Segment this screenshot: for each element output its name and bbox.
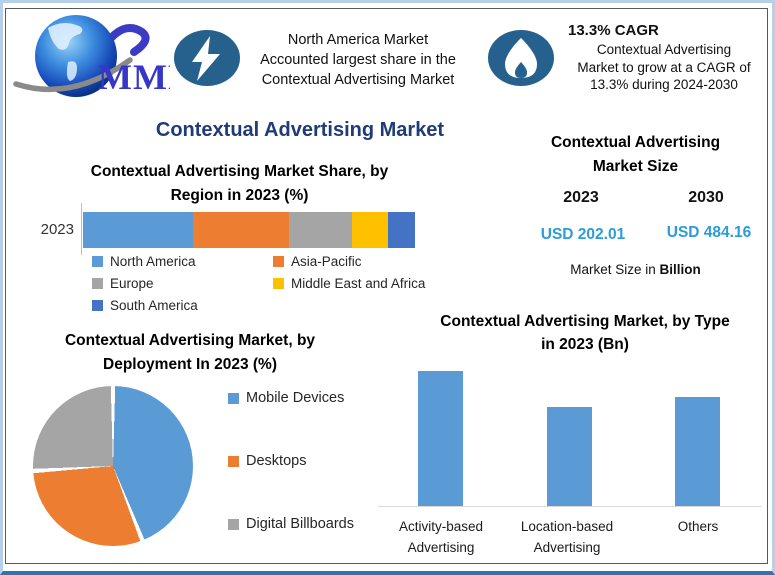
region-stacked-bar xyxy=(83,212,415,248)
region-chart-title-line2: Region in 2023 (%) xyxy=(170,187,309,204)
type-category-others: Others xyxy=(677,519,719,534)
globe-continent-south xyxy=(66,61,77,81)
type-bar-activity-based-advertising xyxy=(418,371,463,506)
type-bar-others xyxy=(675,397,720,506)
market-size-note-unit: Billion xyxy=(659,262,701,277)
market-size-title-line2: Market Size xyxy=(592,158,679,175)
legend-item-north-america: North America xyxy=(92,254,273,269)
legend-item-south-america: South America xyxy=(92,298,273,313)
type-bar-chart-plot xyxy=(378,360,762,507)
logo-text: MMR xyxy=(98,57,170,97)
page-title: Contextual Advertising Market xyxy=(155,119,445,141)
market-size-value-2023: USD 202.01 xyxy=(540,226,626,243)
market-size-year-2030: 2030 xyxy=(688,189,724,206)
legend-item-middle-east-africa: Middle East and Africa xyxy=(273,276,425,291)
type-bar-location-based-advertising xyxy=(547,407,592,506)
flame-icon xyxy=(488,30,554,86)
region-segment-asia-pacific xyxy=(192,212,289,248)
logo-orbit-swoosh xyxy=(13,57,133,93)
highlight-share-line2: Accounted largest share in the xyxy=(260,52,456,68)
market-size-note: Market Size in Billion xyxy=(528,262,743,277)
region-segment-south-america xyxy=(388,212,415,248)
content-border xyxy=(5,8,768,564)
mmr-logo: MMR xyxy=(13,15,170,97)
legend-label-mobile-devices: Mobile Devices xyxy=(246,390,345,406)
legend-label-europe: Europe xyxy=(110,276,154,291)
logo-2-swoosh xyxy=(102,24,150,56)
type-category-location-based: Location-based Advertising xyxy=(520,519,614,555)
highlight-cagr-text: 13.3% CAGR Contextual Advertising Market… xyxy=(556,22,772,94)
type-category-activity-based: Activity-based Advertising xyxy=(398,519,484,555)
region-segment-north-america xyxy=(83,212,193,248)
deployment-title-line1: Contextual Advertising Market, by xyxy=(64,332,316,349)
legend-label-north-america: North America xyxy=(110,254,196,269)
legend-label-digital-billboards: Digital Billboards xyxy=(246,516,354,532)
deployment-pie-chart xyxy=(33,386,193,546)
legend-item-mobile-devices: Mobile Devices xyxy=(228,390,354,406)
legend-label-asia-pacific: Asia-Pacific xyxy=(291,254,362,269)
legend-label-south-america: South America xyxy=(110,298,198,313)
type-title-line1: Contextual Advertising Market, by Type xyxy=(440,313,730,330)
legend-swatch-middle-east-africa xyxy=(273,278,284,289)
legend-label-middle-east-africa: Middle East and Africa xyxy=(291,276,426,291)
legend-item-asia-pacific: Asia-Pacific xyxy=(273,254,425,269)
legend-swatch-digital-billboards xyxy=(228,518,239,530)
region-chart-title: Contextual Advertising Market Share, by … xyxy=(72,160,407,208)
deployment-chart-title: Contextual Advertising Market, by Deploy… xyxy=(35,329,345,377)
cagr-line1: Contextual Advertising xyxy=(596,42,732,57)
region-axis-category: 2023 xyxy=(40,221,74,238)
legend-swatch-desktops xyxy=(228,455,239,467)
legend-swatch-north-america xyxy=(92,256,103,267)
market-size-note-prefix: Market Size in xyxy=(570,262,660,277)
region-chart-title-line1: Contextual Advertising Market Share, by xyxy=(90,163,389,180)
globe-continent-north xyxy=(48,22,83,50)
highlight-share-line1: North America Market xyxy=(287,32,429,48)
highlight-share-line3: Contextual Advertising Market xyxy=(261,72,455,88)
type-chart-title: Contextual Advertising Market, by Type i… xyxy=(430,310,740,356)
market-size-value-2030: USD 484.16 xyxy=(666,224,752,241)
legend-swatch-mobile-devices xyxy=(228,392,239,404)
deployment-legend: Mobile Devices Desktops Digital Billboar… xyxy=(228,390,354,532)
legend-item-desktops: Desktops xyxy=(228,453,354,469)
legend-swatch-south-america xyxy=(92,300,103,311)
deployment-title-line2: Deployment In 2023 (%) xyxy=(103,356,277,373)
legend-item-europe: Europe xyxy=(92,276,273,291)
legend-label-desktops: Desktops xyxy=(246,453,307,469)
region-segment-europe xyxy=(288,212,352,248)
lightning-icon xyxy=(174,30,240,86)
highlight-share-text: North America Market Accounted largest s… xyxy=(247,30,469,90)
cagr-line3: 13.3% during 2024-2030 xyxy=(590,77,738,92)
region-y-axis-line xyxy=(81,203,82,255)
region-legend: North America Asia-Pacific Europe Middle… xyxy=(92,254,425,313)
market-size-year-2023: 2023 xyxy=(563,189,599,206)
cagr-value: 13.3% CAGR xyxy=(568,22,659,39)
market-size-title: Contextual Advertising Market Size xyxy=(518,131,753,179)
legend-swatch-asia-pacific xyxy=(273,256,284,267)
type-title-line2: in 2023 (Bn) xyxy=(541,336,629,353)
market-size-title-line1: Contextual Advertising xyxy=(550,134,721,151)
legend-item-digital-billboards: Digital Billboards xyxy=(228,516,354,532)
cagr-line2: Market to grow at a CAGR of xyxy=(577,59,751,75)
region-segment-middle-east-and-africa xyxy=(351,212,389,248)
legend-swatch-europe xyxy=(92,278,103,289)
